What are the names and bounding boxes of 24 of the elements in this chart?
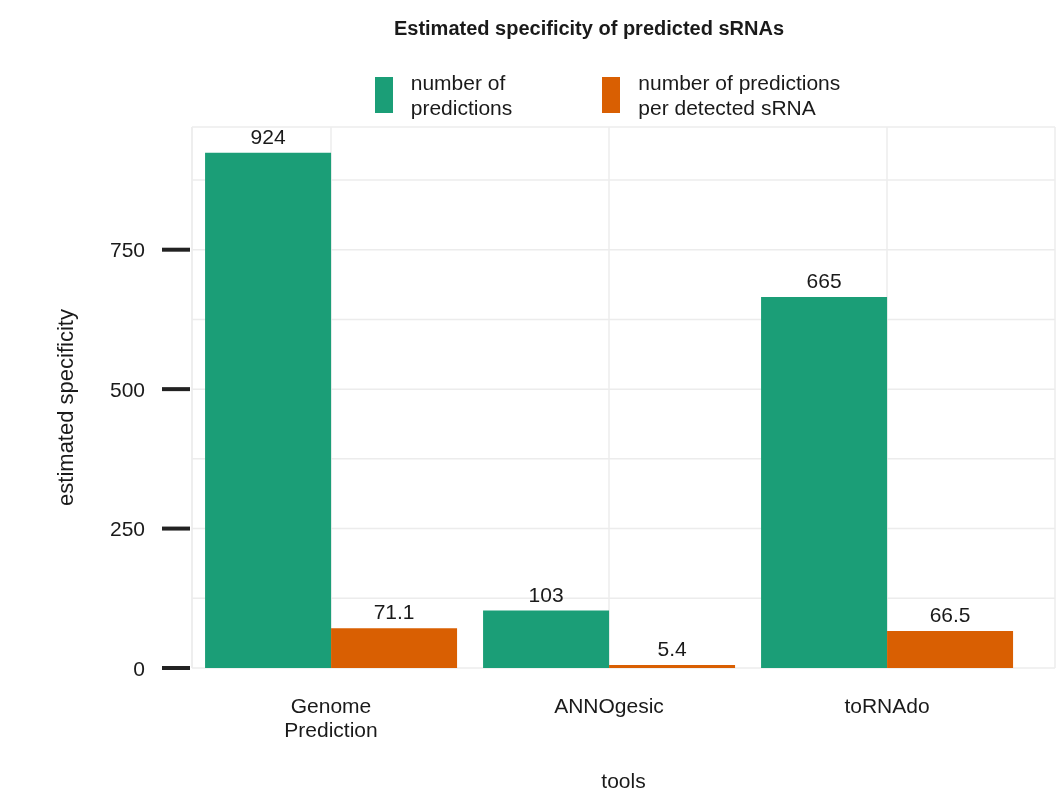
y-tick-label: 250 [109, 517, 145, 541]
bar [331, 628, 458, 668]
data-label: 924 [250, 124, 286, 148]
data-label: 103 [528, 582, 564, 606]
y-tick-label: 750 [109, 238, 145, 262]
data-label: 5.4 [657, 636, 687, 660]
data-label: 66.5 [929, 602, 971, 626]
x-tick-label: ANNOgesic [554, 694, 664, 717]
bar [761, 297, 888, 668]
bar [609, 664, 736, 668]
legend-label: number of predictions per detected sRNA [638, 70, 841, 120]
y-axis-title: estimated specificity [52, 309, 78, 506]
bar [205, 152, 332, 668]
data-label: 71.1 [373, 600, 415, 624]
data-label: 665 [806, 269, 842, 293]
bar [483, 610, 610, 668]
y-tick-label: 500 [109, 377, 145, 401]
x-tick-label: toRNAdo [844, 694, 930, 717]
bar [887, 630, 1014, 668]
legend-label: number of predictions [410, 70, 513, 120]
chart-title: Estimated specificity of predicted sRNAs [392, 16, 786, 40]
y-tick-label: 0 [133, 656, 145, 680]
x-axis-title: tools [601, 768, 646, 792]
x-tick-label: Genome Prediction [284, 694, 378, 742]
